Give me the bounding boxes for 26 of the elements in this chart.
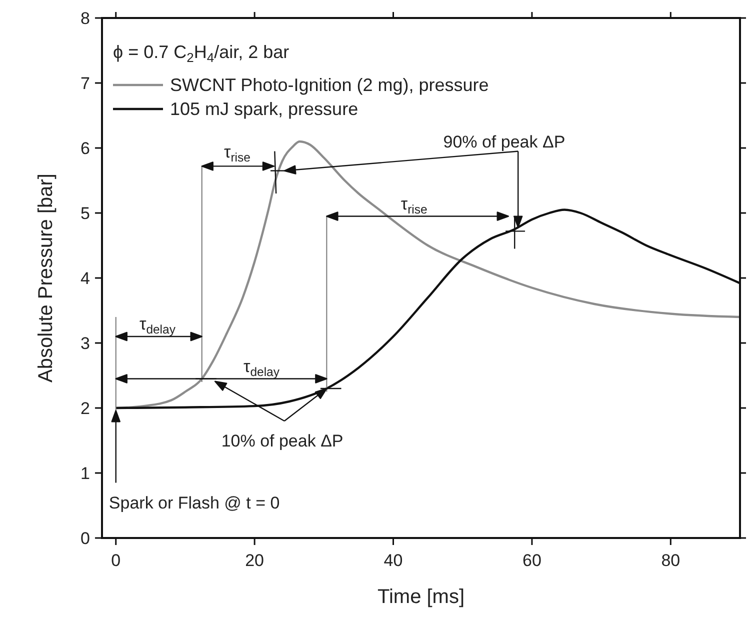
legend-title: ϕ = 0.7 C$_{2}$H$_{4}$/air, 2 bar [113,42,290,65]
y-tick-label: 3 [80,334,90,353]
x-tick-label: 40 [384,551,403,570]
annotation: τ$_{rise}$ [224,142,251,164]
x-tick-label: 0 [111,551,121,570]
y-tick-label: 5 [80,204,90,223]
y-tick-label: 4 [80,269,90,288]
annotation: 90% of peak ΔP [443,132,566,152]
annotation: τ$_{delay}$ [244,356,280,378]
x-axis-title: Time [ms] [377,586,465,608]
y-tick-label: 7 [80,74,90,93]
y-tick-label: 6 [80,139,90,158]
y-tick-label: 8 [80,9,90,28]
y-tick-label: 0 [80,529,90,548]
annotation: Spark or Flash @ t = 0 [108,493,280,512]
y-tick-label: 2 [80,399,90,418]
legend-label: 105 mJ spark, pressure [170,99,358,119]
annotation: τ$_{delay}$ [139,314,176,336]
annotation: 10% of peak ΔP [221,432,344,450]
legend-label: SWCNT Photo-Ignition (2 mg), pressure [170,75,489,95]
x-tick-label: 80 [661,551,680,570]
y-tick-label: 1 [80,464,90,483]
x-tick-label: 20 [245,551,264,570]
x-tick-label: 60 [522,551,542,570]
y-axis-title: Absolute Pressure [bar] [35,174,57,382]
annotation: τ$_{rise}$ [400,194,428,216]
